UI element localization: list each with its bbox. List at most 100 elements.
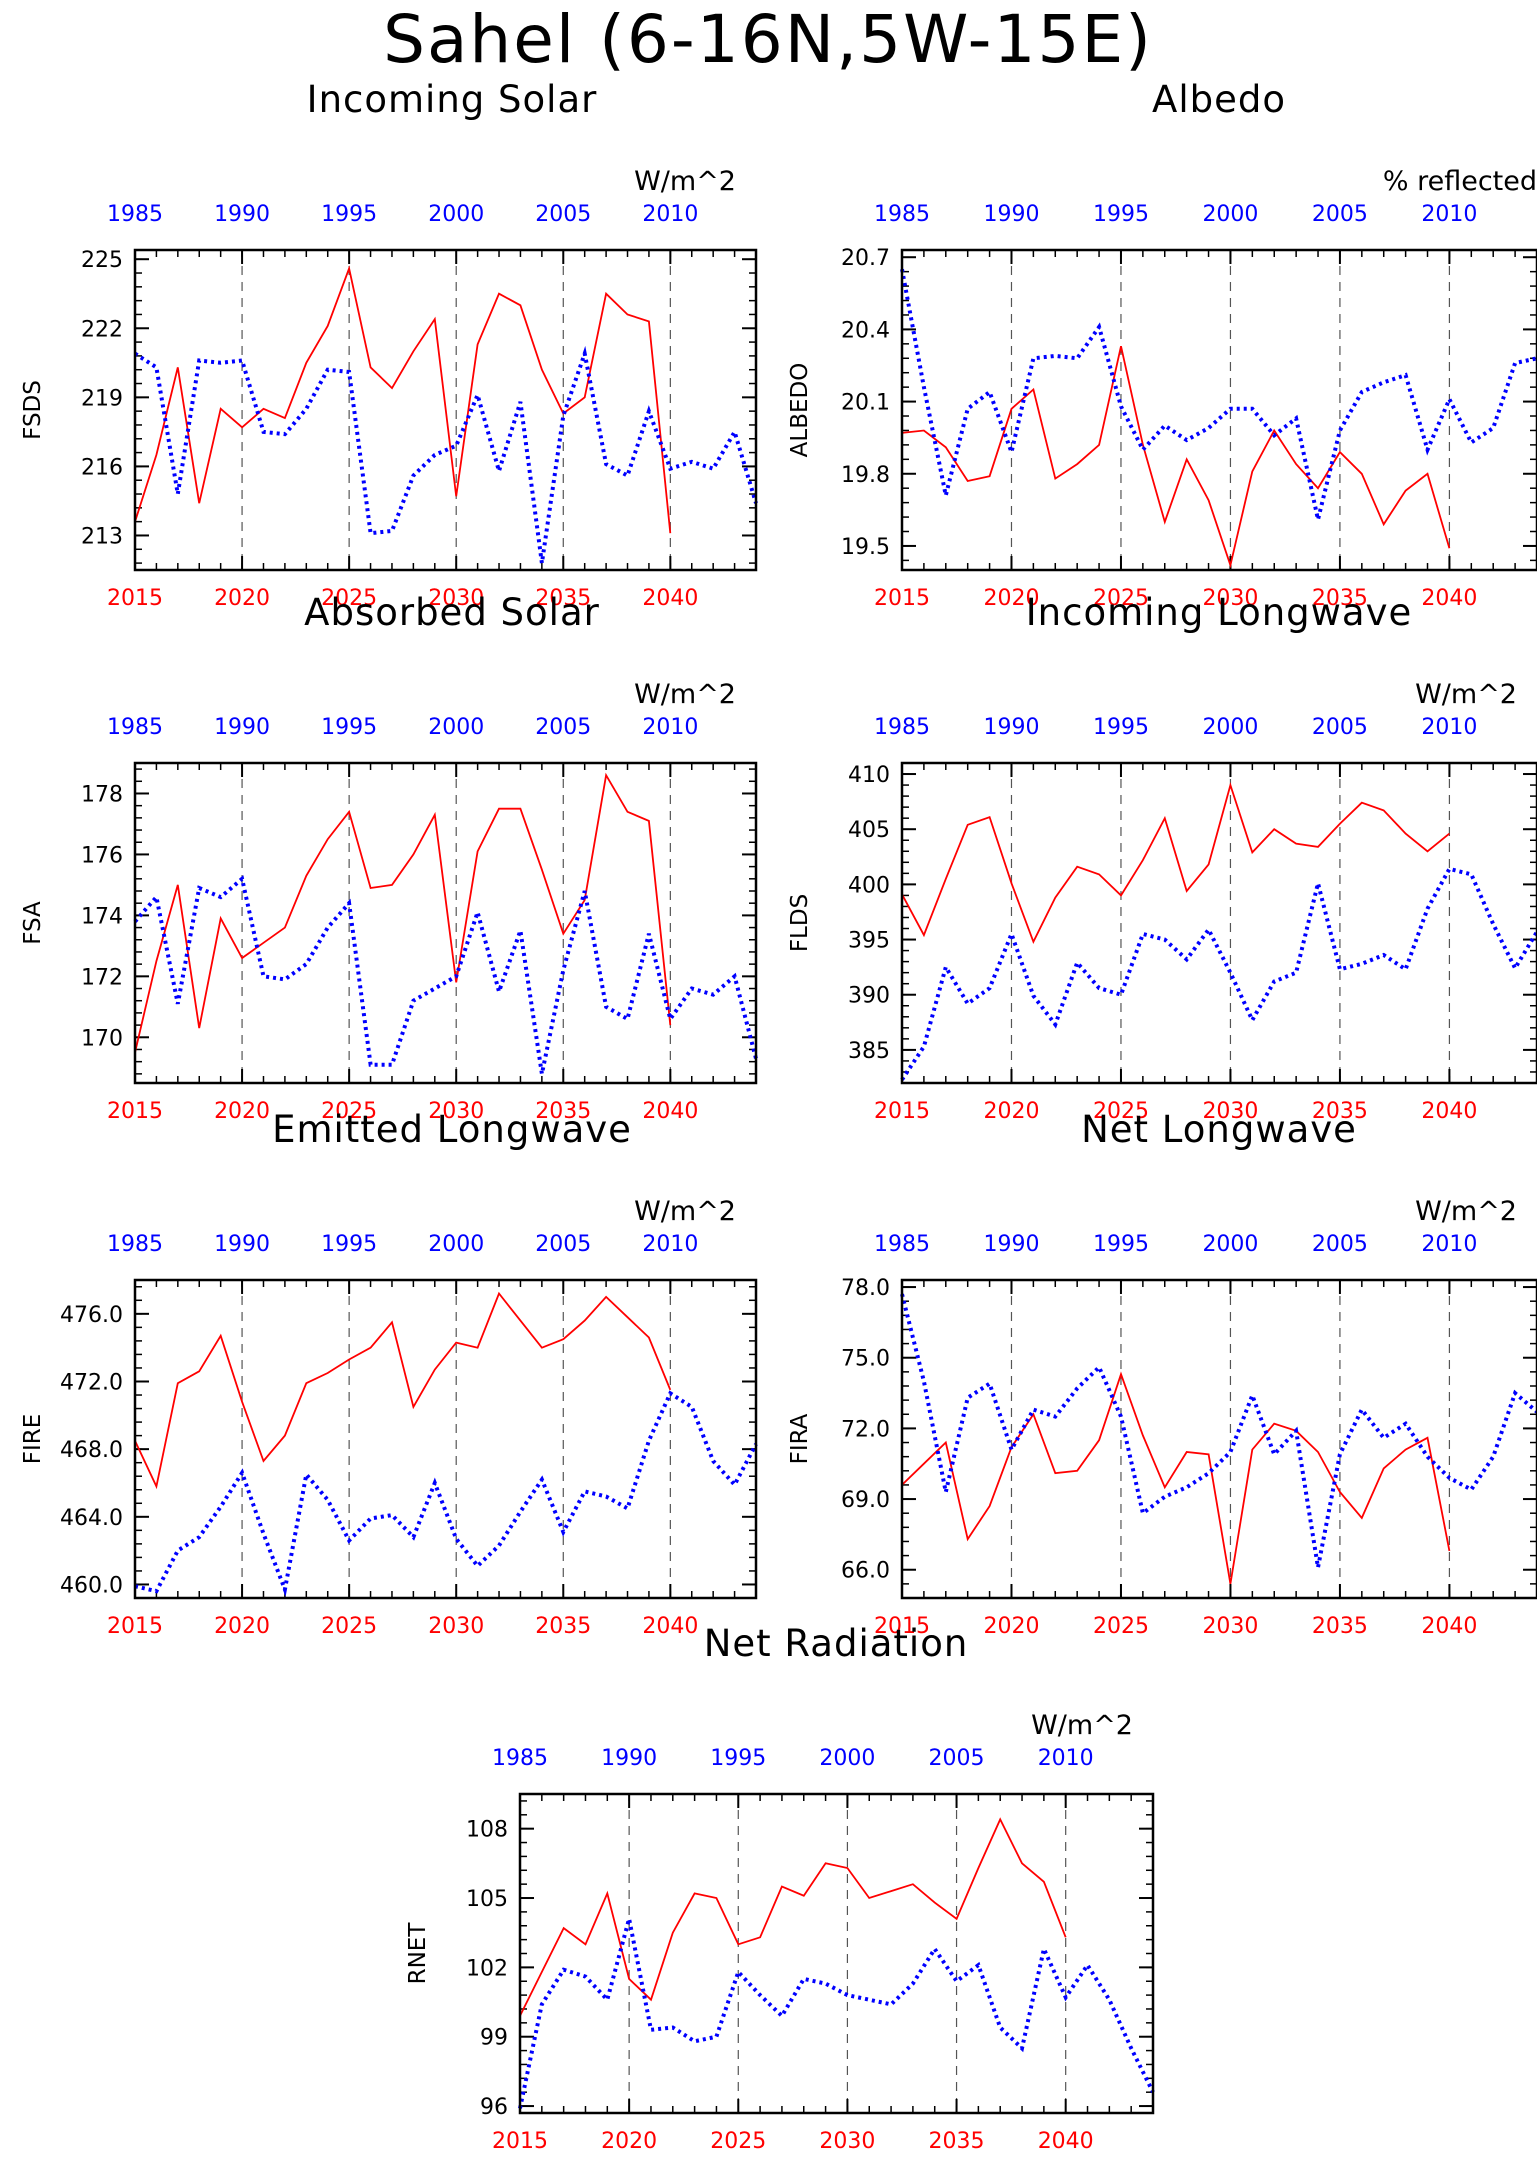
x-tick-label-bottom: 2020 [983,586,1039,611]
x-tick-label-top: 2005 [1312,715,1368,740]
panel-title: Incoming Longwave [1026,591,1413,634]
x-tick-label-bottom: 2025 [710,2129,766,2154]
x-tick-label-top: 1985 [874,715,930,740]
y-tick-label: 400 [848,873,890,898]
x-tick-label-bottom: 2030 [1202,586,1258,611]
y-tick-label: 405 [848,818,890,843]
y-tick-label: 390 [848,984,890,1009]
y-tick-label: 66.0 [841,1559,890,1584]
x-tick-label-top: 1985 [874,1232,930,1257]
x-tick-label-bottom: 2025 [321,1614,377,1639]
series-line-historical [900,268,1537,520]
x-tick-label-bottom: 2020 [214,1614,270,1639]
x-tick-label-top: 2005 [535,715,591,740]
y-tick-label: 20.7 [841,246,890,271]
panel-rnet: Net Radiation W/m^2 RNET 2015 2020 2025 2030 20… [405,1622,1155,2154]
panel-title: Net Radiation [704,1622,969,1665]
x-tick-label-bottom: 2020 [214,1099,270,1124]
x-tick-label-bottom: 2020 [601,2129,657,2154]
x-tick-label-bottom: 2040 [642,1099,698,1124]
y-tick-label: 178 [81,782,123,807]
x-tick-label-bottom: 2020 [983,1099,1039,1124]
units-label: W/m^2 [1415,1196,1517,1227]
panel-fsa: Absorbed Solar W/m^2 FSA 2015 2020 2025 2030 20… [20,591,758,1124]
plot-frame [133,1278,758,1600]
panel-title: Absorbed Solar [304,591,600,634]
x-tick-label-top: 1995 [321,715,377,740]
x-tick-label-bottom: 2015 [874,1614,930,1639]
x-tick-label-top: 2005 [535,202,591,227]
x-tick-label-top: 2000 [1202,1232,1258,1257]
panel-title: Net Longwave [1081,1108,1357,1151]
series-line-future [134,1291,672,1490]
x-tick-label-bottom: 2035 [929,2129,985,2154]
x-tick-label-top: 1990 [214,202,270,227]
plot-frame [133,761,758,1085]
series-line-historical [133,875,758,1075]
x-tick-label-top: 1995 [321,202,377,227]
x-tick-label-top: 2000 [428,1232,484,1257]
y-tick-label: 170 [81,1026,123,1051]
y-tick-label: 464.0 [60,1506,123,1531]
panels: Incoming Solar W/m^2 FSDS 2015 2020 2025 2030 2… [20,78,1537,2154]
x-tick-label-bottom: 2035 [1312,1614,1368,1639]
x-tick-label-bottom: 2015 [492,2129,548,2154]
x-tick-label-bottom: 2040 [1421,1614,1477,1639]
plot-frame [518,1792,1155,2115]
units-label: W/m^2 [1031,1710,1133,1741]
x-tick-label-top: 2010 [642,715,698,740]
series-line-future [901,781,1450,945]
units-label: W/m^2 [1415,679,1517,710]
y-tick-label: 19.8 [841,463,890,488]
units-label: % reflected [1383,166,1537,197]
y-axis-label: FSDS [20,380,46,440]
x-tick-label-bottom: 2025 [1093,1099,1149,1124]
series-line-future [134,772,672,1053]
x-tick-label-bottom: 2035 [535,1614,591,1639]
x-tick-label-top: 2010 [1421,202,1477,227]
series-line-future [519,1817,1067,2017]
x-tick-label-bottom: 2025 [1093,586,1149,611]
series-line-historical [900,866,1537,1081]
y-axis-label: FLDS [787,894,813,952]
x-tick-label-top: 1985 [492,1746,548,1771]
y-tick-label: 172 [81,965,123,990]
y-tick-label: 219 [81,386,123,411]
y-tick-label: 222 [81,317,123,342]
x-tick-label-bottom: 2015 [874,586,930,611]
y-tick-label: 216 [81,455,123,480]
panel-title: Albedo [1152,78,1286,121]
series-line-historical [518,1918,1155,2109]
y-tick-label: 213 [81,524,123,549]
x-tick-label-bottom: 2015 [107,1614,163,1639]
y-axis-label: FSA [20,901,46,945]
y-axis-label: RNET [405,1922,431,1985]
plot-frame [900,761,1537,1085]
y-tick-label: 460.0 [60,1573,123,1598]
x-tick-label-top: 2005 [535,1232,591,1257]
x-tick-label-top: 1995 [321,1232,377,1257]
x-tick-label-bottom: 2040 [642,586,698,611]
x-tick-label-top: 2005 [1312,202,1368,227]
x-tick-label-bottom: 2040 [1421,1099,1477,1124]
y-tick-label: 395 [848,929,890,954]
y-axis-label: FIRA [787,1413,813,1464]
units-label: W/m^2 [634,166,736,197]
y-tick-label: 472.0 [60,1370,123,1395]
x-tick-label-top: 2000 [428,715,484,740]
y-tick-label: 20.1 [841,391,890,416]
x-tick-label-top: 1995 [710,1746,766,1771]
series-line-historical [900,1293,1537,1568]
x-tick-label-bottom: 2020 [214,586,270,611]
x-tick-label-top: 2005 [929,1746,985,1771]
y-tick-label: 468.0 [60,1438,123,1463]
x-tick-label-bottom: 2040 [642,1614,698,1639]
x-tick-label-top: 1990 [983,1232,1039,1257]
x-tick-label-top: 2010 [1038,1746,1094,1771]
x-tick-label-top: 2010 [642,1232,698,1257]
x-tick-label-bottom: 2035 [535,586,591,611]
y-tick-label: 105 [466,1887,508,1912]
figure-title: Sahel (6-16N,5W-15E) [383,1,1153,78]
series-line-future [901,346,1451,569]
x-tick-label-bottom: 2030 [428,1614,484,1639]
